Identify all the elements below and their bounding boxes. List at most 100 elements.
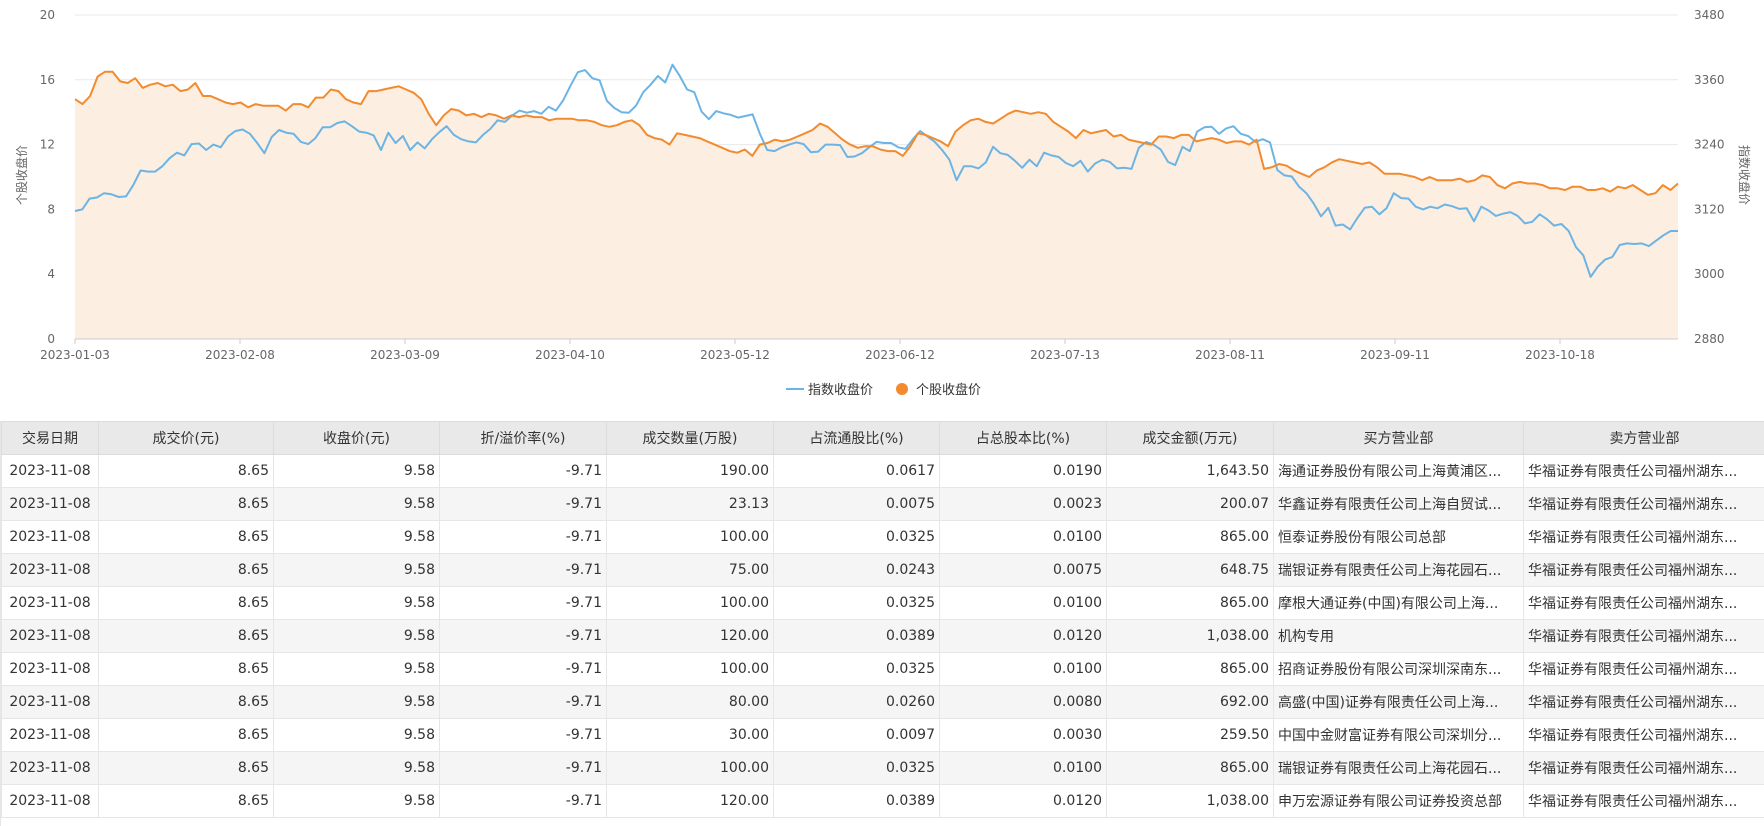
right-tick-label: 3360 [1694,73,1725,87]
left-axis-title: 个股收盘价 [14,145,29,205]
cell-close-price: 9.58 [273,751,440,785]
cell-deal-price: 8.65 [98,718,274,752]
table-row[interactable]: 2023-11-08 8.65 9.58 -9.71 120.00 0.0389 0.012… [1,619,1764,653]
table-row[interactable]: 2023-11-08 8.65 9.58 -9.71 100.00 0.0325 0.010… [1,751,1764,785]
cell-total-share-ratio: 0.0120 [939,619,1107,653]
legend-item-stock[interactable]: 个股收盘价 [896,382,981,398]
x-tick-label: 2023-07-13 [1030,348,1100,362]
legend-item-index[interactable]: 指数收盘价 [786,382,873,398]
stock-series-line[interactable] [74,70,1679,196]
col-header-volume[interactable]: 成交数量(万股) [606,421,774,455]
cell-deal-price: 8.65 [98,751,274,785]
left-tick-label: 20 [40,8,55,22]
cell-close-price: 9.58 [273,718,440,752]
cell-deal-price: 8.65 [98,685,274,719]
x-tick-label: 2023-05-12 [700,348,770,362]
left-tick-label: 4 [47,267,55,281]
cell-amount: 259.50 [1106,718,1274,752]
cell-total-share-ratio: 0.0100 [939,520,1107,554]
block-trade-table-container: 交易日期 成交价(元) 收盘价(元) 折/溢价率(%) 成交数量(万股) 占流通… [0,421,1764,826]
cell-total-share-ratio: 0.0100 [939,751,1107,785]
right-tick-label: 3120 [1694,202,1725,216]
cell-seller: 华福证券有限责任公司福州湖东... [1523,652,1764,686]
cell-buyer: 机构专用 [1273,619,1524,653]
cell-total-share-ratio: 0.0120 [939,784,1107,818]
cell-float-share-ratio: 0.0617 [773,454,940,488]
cell-trade-date: 2023-11-08 [1,454,99,488]
cell-close-price: 9.58 [273,487,440,521]
col-header-float-share-ratio[interactable]: 占流通股比(%) [773,421,940,455]
cell-premium-rate: -9.71 [439,454,607,488]
cell-deal-price: 8.65 [98,784,274,818]
table-body: 2023-11-08 8.65 9.58 -9.71 190.00 0.0617 0.019… [1,454,1764,818]
cell-seller: 华福证券有限责任公司福州湖东... [1523,586,1764,620]
table-row[interactable]: 2023-11-08 8.65 9.58 -9.71 23.13 0.0075 0.0023… [1,487,1764,521]
col-header-amount[interactable]: 成交金额(万元) [1106,421,1274,455]
cell-volume: 120.00 [606,784,774,818]
cell-float-share-ratio: 0.0325 [773,652,940,686]
cell-trade-date: 2023-11-08 [1,718,99,752]
cell-amount: 1,038.00 [1106,619,1274,653]
cell-amount: 865.00 [1106,586,1274,620]
cell-trade-date: 2023-11-08 [1,619,99,653]
table-row[interactable]: 2023-11-08 8.65 9.58 -9.71 80.00 0.0260 0.0080… [1,685,1764,719]
cell-seller: 华福证券有限责任公司福州湖东... [1523,685,1764,719]
table-row[interactable]: 2023-11-08 8.65 9.58 -9.71 190.00 0.0617 0.019… [1,454,1764,488]
col-header-seller[interactable]: 卖方营业部 [1523,421,1764,455]
col-header-trade-date[interactable]: 交易日期 [1,421,99,455]
legend-stock-label: 个股收盘价 [916,382,981,398]
x-tick-label: 2023-09-11 [1360,348,1430,362]
cell-premium-rate: -9.71 [439,652,607,686]
cell-trade-date: 2023-11-08 [1,553,99,587]
cell-amount: 865.00 [1106,652,1274,686]
table-row[interactable]: 2023-11-08 8.65 9.58 -9.71 100.00 0.0325 0.010… [1,520,1764,554]
cell-trade-date: 2023-11-08 [1,652,99,686]
cell-seller: 华福证券有限责任公司福州湖东... [1523,454,1764,488]
cell-amount: 865.00 [1106,751,1274,785]
table-row[interactable]: 2023-11-08 8.65 9.58 -9.71 30.00 0.0097 0.0030… [1,718,1764,752]
cell-deal-price: 8.65 [98,586,274,620]
x-tick-label: 2023-06-12 [865,348,935,362]
index-series-line[interactable] [74,63,1678,278]
x-tick-label: 2023-08-11 [1195,348,1265,362]
cell-volume: 80.00 [606,685,774,719]
col-header-deal-price[interactable]: 成交价(元) [98,421,274,455]
cell-seller: 华福证券有限责任公司福州湖东... [1523,520,1764,554]
table-header-row: 交易日期 成交价(元) 收盘价(元) 折/溢价率(%) 成交数量(万股) 占流通… [1,421,1764,455]
cell-volume: 100.00 [606,520,774,554]
x-tick-label: 2023-02-08 [205,348,275,362]
right-tick-label: 3480 [1694,8,1725,22]
col-header-close-price[interactable]: 收盘价(元) [273,421,440,455]
col-header-premium-rate[interactable]: 折/溢价率(%) [439,421,607,455]
stock-area [75,71,1678,339]
cell-volume: 75.00 [606,553,774,587]
cell-float-share-ratio: 0.0075 [773,487,940,521]
cell-trade-date: 2023-11-08 [1,520,99,554]
x-tick-label: 2023-04-10 [535,348,605,362]
cell-total-share-ratio: 0.0030 [939,718,1107,752]
cell-deal-price: 8.65 [98,487,274,521]
cell-trade-date: 2023-11-08 [1,685,99,719]
table-row[interactable]: 2023-11-08 8.65 9.58 -9.71 100.00 0.0325 0.010… [1,652,1764,686]
price-chart-svg: 0 2880 4 3000 8 3120 12 3240 16 3360 20 3480 2023-01… [14,8,1752,398]
left-tick-label: 0 [47,332,55,346]
cell-total-share-ratio: 0.0190 [939,454,1107,488]
cell-amount: 1,643.50 [1106,454,1274,488]
cell-buyer: 中国中金财富证券有限公司深圳分... [1273,718,1524,752]
cell-deal-price: 8.65 [98,454,274,488]
col-header-total-share-ratio[interactable]: 占总股本比(%) [939,421,1107,455]
right-axis-title: 指数收盘价 [1737,145,1752,205]
right-tick-label: 3240 [1694,138,1725,152]
cell-volume: 100.00 [606,652,774,686]
cell-buyer: 瑞银证券有限责任公司上海花园石... [1273,751,1524,785]
cell-float-share-ratio: 0.0243 [773,553,940,587]
col-header-buyer[interactable]: 买方营业部 [1273,421,1524,455]
cell-seller: 华福证券有限责任公司福州湖东... [1523,751,1764,785]
cell-seller: 华福证券有限责任公司福州湖东... [1523,718,1764,752]
cell-deal-price: 8.65 [98,619,274,653]
left-tick-label: 16 [40,73,55,87]
legend-index-label: 指数收盘价 [808,382,873,398]
table-row[interactable]: 2023-11-08 8.65 9.58 -9.71 100.00 0.0325 0.010… [1,586,1764,620]
table-row[interactable]: 2023-11-08 8.65 9.58 -9.71 120.00 0.0389 0.012… [1,784,1764,818]
table-row[interactable]: 2023-11-08 8.65 9.58 -9.71 75.00 0.0243 0.0075… [1,553,1764,587]
